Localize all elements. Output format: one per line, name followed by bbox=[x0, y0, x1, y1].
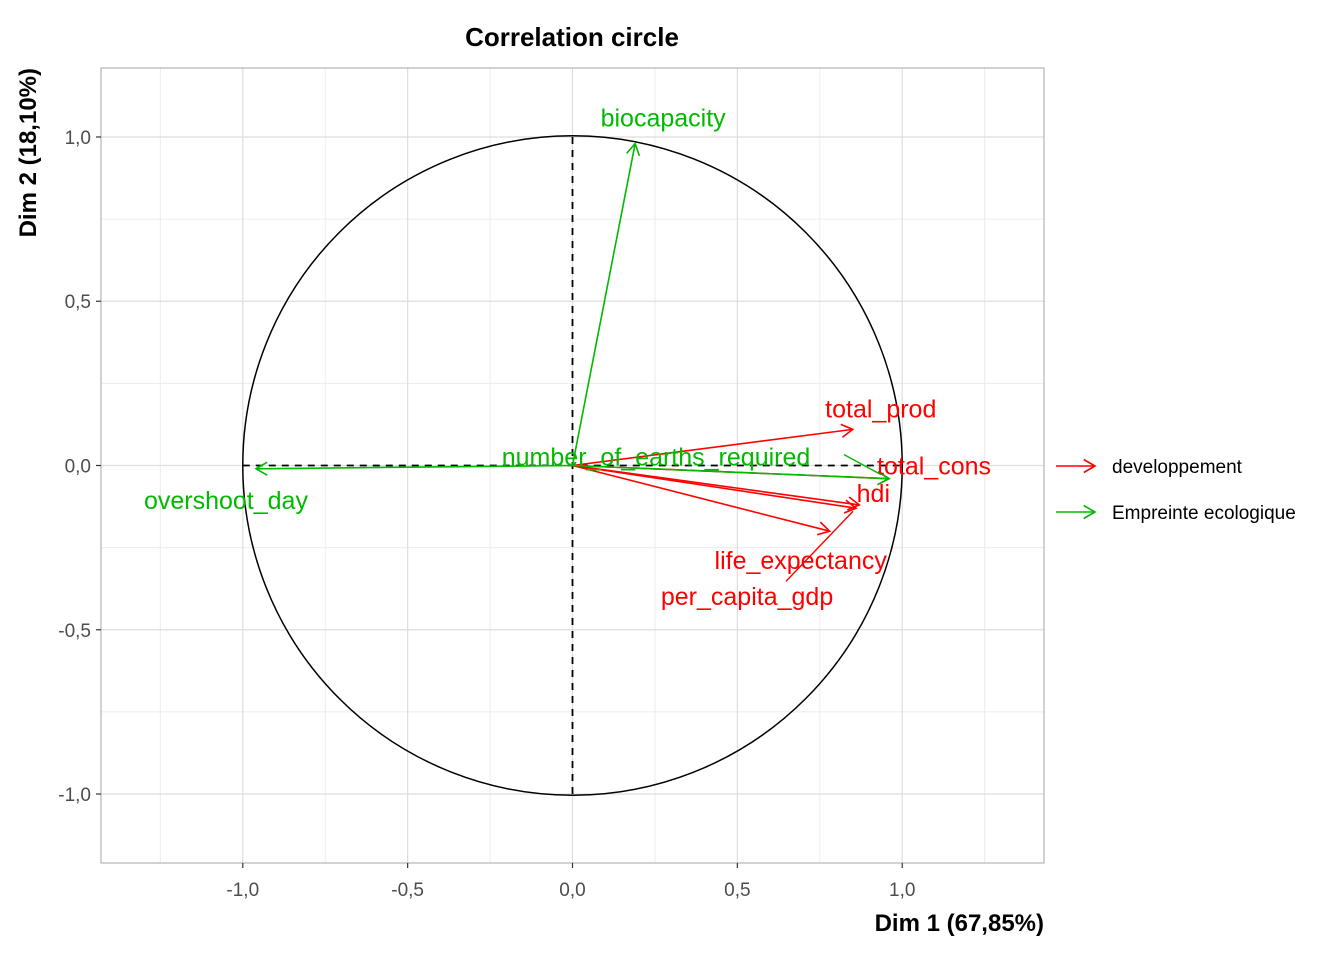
legend: developpement Empreinte ecologique bbox=[1056, 457, 1296, 524]
legend-label: Empreinte ecologique bbox=[1112, 503, 1296, 524]
y-tick-label: 1,0 bbox=[65, 128, 91, 149]
label-total-cons: total_cons bbox=[877, 453, 991, 481]
legend-label: developpement bbox=[1112, 457, 1243, 478]
y-tick-label: -1,0 bbox=[58, 785, 91, 806]
y-tick-label: 0,5 bbox=[65, 292, 91, 313]
y-tick-label: 0,0 bbox=[65, 457, 91, 478]
x-tick-label: 0,5 bbox=[724, 880, 750, 901]
x-tick-label: 0,0 bbox=[559, 880, 585, 901]
arrow-number-of-earths-required bbox=[572, 464, 891, 486]
y-axis-title: Dim 2 (18,10%) bbox=[15, 68, 42, 237]
legend-item: Empreinte ecologique bbox=[1056, 503, 1296, 524]
axis-ticks: -1,0 -0,5 0,0 0,5 1,0 -1,0 -0,5 0,0 0,5 1,0 bbox=[58, 128, 915, 901]
arrow-life-expectancy bbox=[572, 464, 832, 536]
x-axis-title: Dim 1 (67,85%) bbox=[875, 910, 1044, 937]
chart-title: Correlation circle bbox=[465, 22, 679, 52]
label-biocapacity: biocapacity bbox=[601, 105, 727, 133]
arrow-biocapacity bbox=[571, 141, 641, 466]
x-tick-label: -0,5 bbox=[391, 880, 424, 901]
label-life-expectancy: life_expectancy bbox=[715, 547, 888, 575]
variable-arrows bbox=[254, 141, 891, 536]
arrow-total-prod bbox=[572, 423, 855, 467]
label-number-of-earths-required: number_of_earths_required bbox=[502, 444, 811, 472]
x-tick-label: -1,0 bbox=[226, 880, 259, 901]
label-overshoot-day: overshoot_day bbox=[144, 487, 309, 515]
legend-key-arrow bbox=[1056, 458, 1097, 474]
label-leader-number-of-earths-required bbox=[843, 454, 882, 476]
x-tick-label: 1,0 bbox=[889, 880, 915, 901]
legend-key-arrow bbox=[1056, 504, 1097, 520]
arrow-overshoot-day bbox=[254, 461, 573, 476]
label-total-prod: total_prod bbox=[825, 395, 936, 423]
label-leader-per-capita-gdp bbox=[785, 510, 854, 582]
arrow-per-capita-gdp bbox=[572, 464, 858, 514]
label-per-capita-gdp: per_capita_gdp bbox=[661, 583, 833, 611]
y-tick-label: -0,5 bbox=[58, 621, 91, 642]
label-hdi: hdi bbox=[857, 480, 890, 508]
legend-item: developpement bbox=[1056, 457, 1243, 478]
